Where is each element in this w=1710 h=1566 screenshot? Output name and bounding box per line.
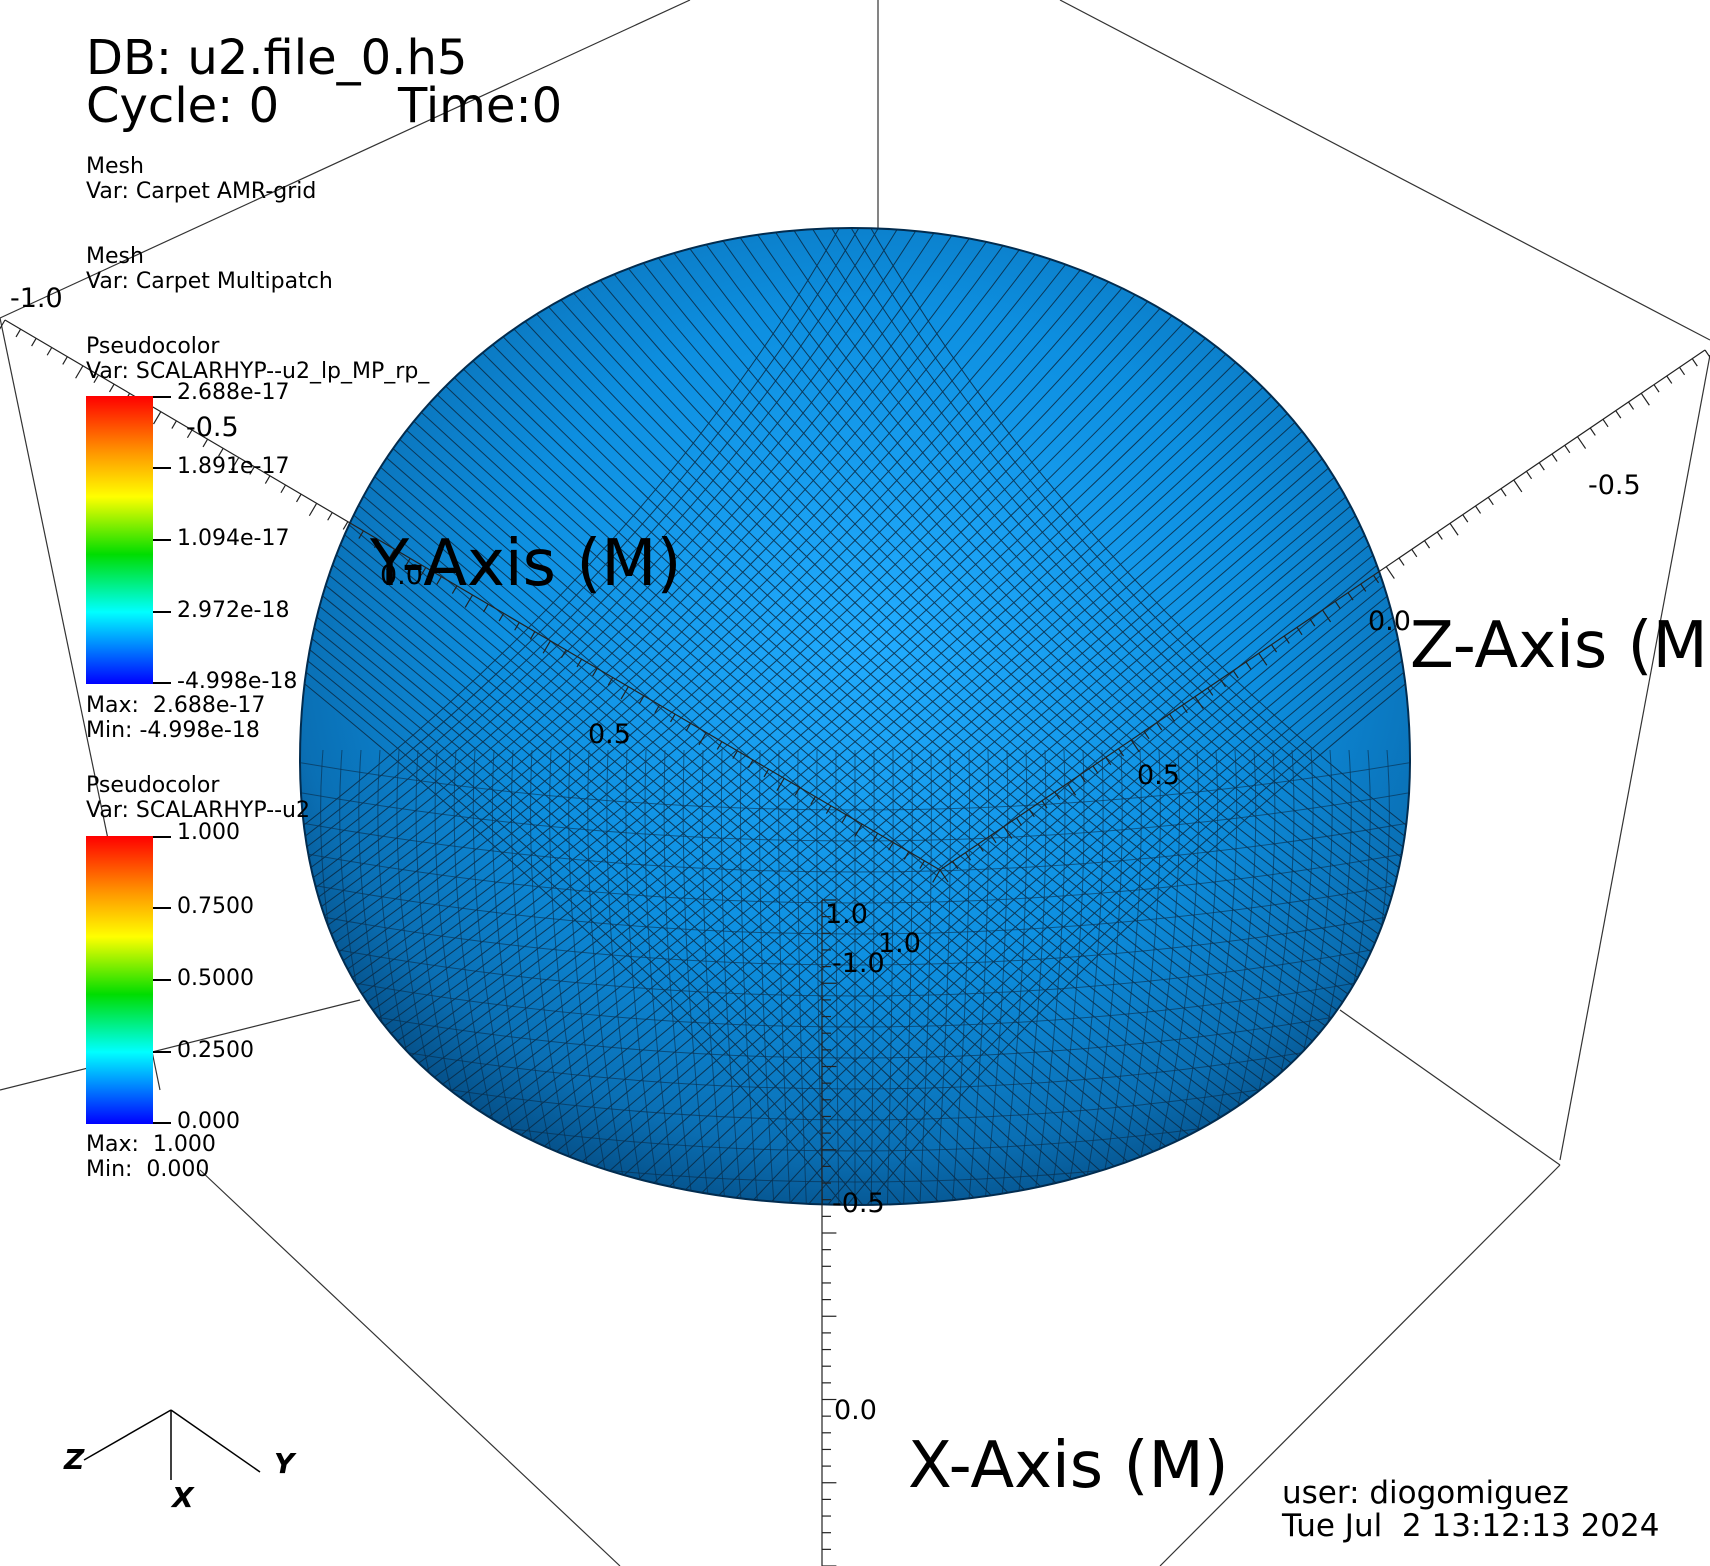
plot-type-pseudocolor-2: Pseudocolor: [86, 773, 220, 798]
colorbar-1-label: 1.094e-17: [177, 526, 290, 551]
colorbar-2-label: 0.5000: [177, 966, 254, 991]
z-axis-title: Z-Axis (M: [1410, 609, 1708, 683]
colorbar-1-label: 1.891e-17: [177, 454, 290, 479]
colorbar-2-tick: [153, 907, 171, 909]
colorbar-2-label: 0.7500: [177, 894, 254, 919]
colorbar-2-tick: [153, 836, 171, 838]
z-axis-tick-label: 0.5: [1137, 760, 1180, 791]
y-axis-tick-label: -0.5: [186, 412, 239, 443]
colorbar-2-tick: [153, 1051, 171, 1053]
z-axis-tick-label: -0.5: [1588, 470, 1641, 501]
colorbar-2-label: 0.2500: [177, 1038, 254, 1063]
triad-x-label: X: [172, 1481, 194, 1514]
z-axis-tick-label: 1.0: [878, 928, 921, 959]
colorbar-2-tick: [153, 979, 171, 981]
plot-var-mesh-1: Var: Carpet AMR-grid: [86, 179, 317, 204]
plot-var-pseudocolor-2: Var: SCALARHYP--u2: [86, 798, 310, 823]
y-axis-tick-label: 0.5: [588, 719, 631, 750]
time-label: Time:0: [398, 78, 563, 134]
x-axis-tick-label: -0.5: [832, 1188, 885, 1219]
z-axis-tick-label: 0.0: [1368, 606, 1411, 637]
colorbar-2-label: 0.000: [177, 1109, 240, 1134]
plot-type-pseudocolor-1: Pseudocolor: [86, 334, 220, 359]
colorbar-1-tick: [153, 396, 171, 398]
plot-var-pseudocolor-1: Var: SCALARHYP--u2_lp_MP_rp_: [86, 359, 430, 384]
triad-z-label: Z: [64, 1443, 85, 1476]
plot-var-mesh-2: Var: Carpet Multipatch: [86, 269, 333, 294]
colorbar-1-label: 2.688e-17: [177, 380, 290, 405]
cycle-label: Cycle: 0: [86, 78, 280, 134]
colorbar-1-label: 2.972e-18: [177, 598, 290, 623]
colorbar-1-max: Max: 2.688e-17: [86, 693, 266, 718]
colorbar-1-label: -4.998e-18: [177, 669, 298, 694]
y-axis-tick-label: 1.0: [825, 899, 868, 930]
colorbar-1-tick: [153, 682, 171, 684]
orientation-triad: [83, 1409, 261, 1480]
x-axis-tick-label: 0.0: [834, 1395, 877, 1426]
colorbar-2-tick: [153, 1122, 171, 1124]
colorbar-2-max: Max: 1.000: [86, 1132, 216, 1157]
y-axis-title: Y-Axis (M): [370, 527, 682, 601]
colorbar-2-min: Min: 0.000: [86, 1157, 210, 1182]
y-axis-tick-label: 0.0: [380, 560, 423, 591]
colorbar-1-tick: [153, 539, 171, 541]
colorbar-1: [86, 396, 153, 684]
colorbar-1-tick: [153, 611, 171, 613]
x-axis-title: X-Axis (M): [908, 1429, 1229, 1503]
plot-type-mesh-1: Mesh: [86, 154, 144, 179]
plot-type-mesh-2: Mesh: [86, 244, 144, 269]
colorbar-2-label: 1.000: [177, 820, 240, 845]
colorbar-1-min: Min: -4.998e-18: [86, 718, 260, 743]
y-axis-tick-label: -1.0: [10, 283, 63, 314]
x-axis-tick-label: -1.0: [832, 948, 885, 979]
date-label: Tue Jul 2 13:12:13 2024: [1282, 1508, 1660, 1544]
colorbar-1-tick: [153, 467, 171, 469]
colorbar-2: [86, 836, 153, 1124]
database-title: DB: u2.file_0.h5: [86, 30, 468, 86]
triad-y-label: Y: [274, 1447, 295, 1480]
user-label: user: diogomiguez: [1282, 1475, 1569, 1511]
